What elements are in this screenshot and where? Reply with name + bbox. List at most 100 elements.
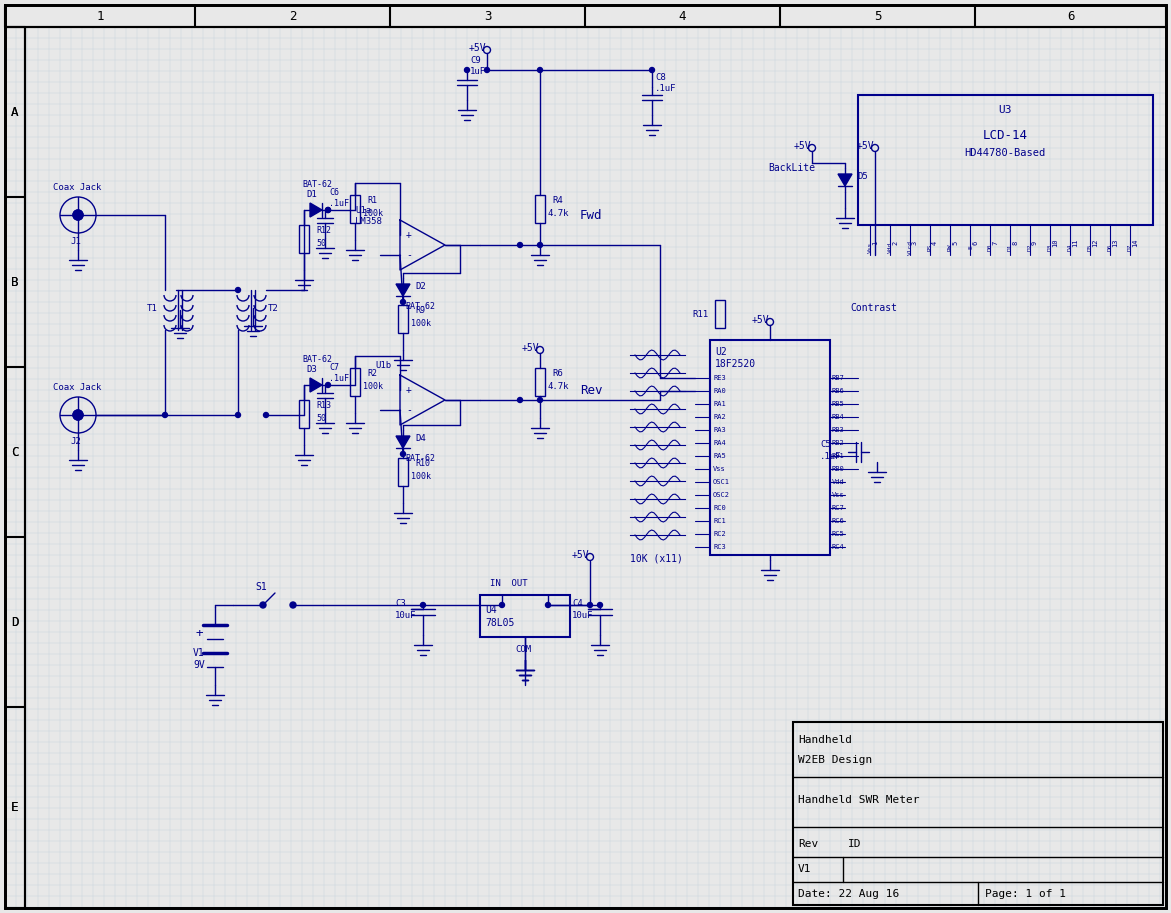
Polygon shape <box>310 203 322 217</box>
Text: 10K (x11): 10K (x11) <box>630 553 683 563</box>
Text: +5V: +5V <box>571 550 590 560</box>
Text: RW: RW <box>949 243 953 251</box>
Text: E: E <box>12 801 19 814</box>
Text: +5V: +5V <box>794 141 812 151</box>
Circle shape <box>537 397 542 403</box>
Text: U2: U2 <box>715 347 727 357</box>
Text: Vdd: Vdd <box>833 479 844 485</box>
Text: 3: 3 <box>912 241 918 245</box>
Text: RB2: RB2 <box>833 440 844 446</box>
Text: 4: 4 <box>679 9 686 23</box>
Text: +: + <box>196 626 203 639</box>
Text: +: + <box>406 230 412 240</box>
Text: HD44780-Based: HD44780-Based <box>965 148 1046 158</box>
Bar <box>350 195 359 223</box>
Text: RC2: RC2 <box>713 531 726 537</box>
Text: .1uF: .1uF <box>820 452 842 460</box>
Text: RB1: RB1 <box>833 453 844 459</box>
Text: RB7: RB7 <box>833 375 844 381</box>
Text: D: D <box>12 615 19 628</box>
Text: +5V: +5V <box>857 141 875 151</box>
Text: 8: 8 <box>1012 241 1018 245</box>
Text: D4: D4 <box>1068 243 1073 251</box>
Text: Vlcd: Vlcd <box>908 239 913 255</box>
Text: 1: 1 <box>96 9 104 23</box>
Bar <box>858 95 1153 225</box>
Text: ID: ID <box>848 839 862 849</box>
Text: 4: 4 <box>932 241 938 245</box>
Circle shape <box>326 383 330 387</box>
Text: E: E <box>12 801 19 814</box>
Text: R2: R2 <box>367 369 377 377</box>
Text: C4: C4 <box>571 599 583 607</box>
Text: 14: 14 <box>1132 239 1138 247</box>
Text: 13: 13 <box>1112 239 1118 247</box>
Text: +5V: +5V <box>522 343 540 353</box>
Text: RB0: RB0 <box>833 466 844 472</box>
Text: D1: D1 <box>1008 243 1013 251</box>
Text: D6: D6 <box>1108 243 1112 251</box>
Bar <box>535 195 545 223</box>
Circle shape <box>420 603 425 607</box>
Text: T2: T2 <box>268 303 279 312</box>
Text: C9: C9 <box>470 56 481 65</box>
Text: 3: 3 <box>484 9 492 23</box>
Text: RC5: RC5 <box>833 531 844 537</box>
Text: D5: D5 <box>1088 243 1093 251</box>
Text: J1: J1 <box>70 236 81 246</box>
Text: 2: 2 <box>289 9 296 23</box>
Text: T1: T1 <box>148 303 158 312</box>
Text: R1: R1 <box>367 195 377 205</box>
Text: A: A <box>12 106 19 119</box>
Text: Date: 22 Aug 16: Date: 22 Aug 16 <box>797 889 899 899</box>
Text: D: D <box>12 615 19 628</box>
Text: 50: 50 <box>316 238 326 247</box>
Text: BAT-62: BAT-62 <box>302 354 333 363</box>
Text: .1uF: .1uF <box>655 83 677 92</box>
Text: 1uF: 1uF <box>470 67 486 76</box>
Text: BackLite: BackLite <box>768 163 815 173</box>
Circle shape <box>263 413 268 417</box>
Text: R4: R4 <box>552 195 563 205</box>
Text: V1: V1 <box>797 864 812 874</box>
Circle shape <box>537 243 542 247</box>
Text: RB5: RB5 <box>833 401 844 407</box>
Text: +: + <box>406 385 412 395</box>
Text: D5: D5 <box>857 172 868 181</box>
Text: Rev: Rev <box>580 383 603 396</box>
Bar <box>350 368 359 396</box>
Bar <box>398 458 408 486</box>
Text: BAT-62: BAT-62 <box>405 454 434 463</box>
Circle shape <box>597 603 603 607</box>
Circle shape <box>518 397 522 403</box>
Polygon shape <box>310 378 322 392</box>
Circle shape <box>588 603 593 607</box>
Text: RA3: RA3 <box>713 427 726 433</box>
Circle shape <box>500 603 505 607</box>
Text: S1: S1 <box>255 582 267 592</box>
Text: RC0: RC0 <box>713 505 726 511</box>
Text: 4.7k: 4.7k <box>548 208 569 217</box>
Text: 11: 11 <box>1071 239 1078 247</box>
Text: Coax Jack: Coax Jack <box>53 183 102 192</box>
Text: U1b: U1b <box>375 361 391 370</box>
Text: 100k: 100k <box>363 382 383 391</box>
Text: R10: R10 <box>415 458 430 467</box>
Polygon shape <box>396 284 410 296</box>
Text: RC1: RC1 <box>713 518 726 524</box>
Text: D4: D4 <box>415 434 426 443</box>
Text: C6: C6 <box>329 187 338 196</box>
Text: R6: R6 <box>552 369 563 377</box>
Text: Vss: Vss <box>868 241 874 253</box>
Text: +5V: +5V <box>470 43 487 53</box>
Text: 12: 12 <box>1093 239 1098 247</box>
Text: V1: V1 <box>193 648 205 658</box>
Text: 6: 6 <box>972 241 978 245</box>
Text: R9: R9 <box>415 306 425 314</box>
Circle shape <box>326 207 330 213</box>
Text: RE3: RE3 <box>713 375 726 381</box>
Text: BAT-62: BAT-62 <box>405 301 434 310</box>
Text: LCD-14: LCD-14 <box>982 129 1027 142</box>
Text: D1: D1 <box>306 190 316 198</box>
Text: A: A <box>12 106 19 119</box>
